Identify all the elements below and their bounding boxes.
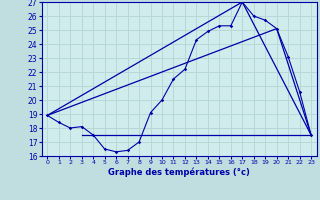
X-axis label: Graphe des températures (°c): Graphe des températures (°c) — [108, 168, 250, 177]
